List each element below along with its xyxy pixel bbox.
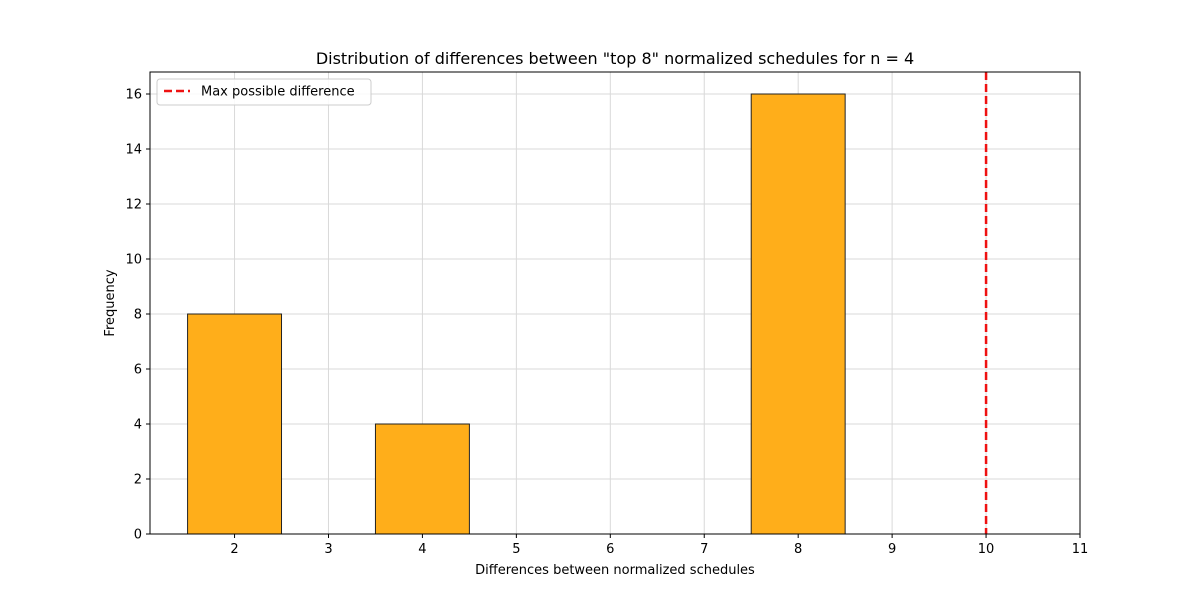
- x-tick-label: 7: [700, 542, 708, 557]
- legend: Max possible difference: [156, 78, 372, 106]
- axis-ticks: 2 3 4 5 6 7 8 9 10 11 0 2 4 6 8 10 12 14 16: [125, 88, 1088, 558]
- histogram-bar: [187, 313, 283, 535]
- x-tick-label: 6: [606, 542, 614, 557]
- histogram-bar: [750, 93, 846, 535]
- y-tick-label: 2: [134, 473, 142, 488]
- y-tick-label: 16: [125, 88, 142, 103]
- x-tick-label: 10: [978, 542, 995, 557]
- x-tick-label: 9: [888, 542, 896, 557]
- x-tick-label: 11: [1072, 542, 1089, 557]
- legend-box: [156, 78, 372, 106]
- y-tick-label: 10: [125, 253, 142, 268]
- y-tick-label: 8: [134, 308, 142, 323]
- x-tick-label: 2: [230, 542, 238, 557]
- y-tick-label: 0: [134, 528, 142, 543]
- histogram-bar: [374, 423, 470, 535]
- y-axis-label: Frequency: [103, 269, 118, 336]
- y-tick-label: 12: [125, 198, 142, 213]
- histogram-bars: [187, 93, 846, 535]
- y-tick-label: 14: [125, 143, 142, 158]
- x-tick-label: 8: [794, 542, 802, 557]
- x-tick-label: 5: [512, 542, 520, 557]
- y-tick-label: 4: [134, 418, 142, 433]
- legend-entry-label: Max possible difference: [201, 85, 355, 100]
- plot-frame: [149, 71, 1081, 535]
- x-tick-label: 3: [324, 542, 332, 557]
- chart-title: Distribution of differences between "top…: [316, 49, 914, 68]
- x-tick-label: 4: [418, 542, 426, 557]
- y-tick-label: 6: [134, 363, 142, 378]
- x-axis-label: Differences between normalized schedules: [475, 563, 755, 578]
- grid-lines: [150, 72, 1081, 535]
